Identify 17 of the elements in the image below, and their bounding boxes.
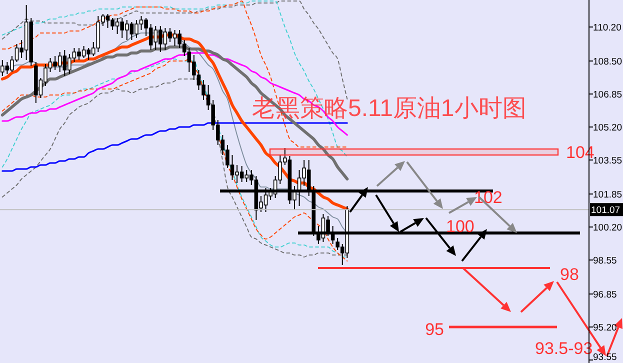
y-tick-label: 103.55 [593,156,622,166]
y-tick-label: 100.20 [593,222,622,234]
y-tick-label: 105.20 [593,122,622,134]
y-tick-label: 106.85 [593,90,622,100]
y-tick-label: 101.85 [593,190,622,200]
y-tick-label: 98.55 [593,256,617,266]
y-tick-label: 108.50 [593,56,622,68]
ref-line-label: 101.07 [591,205,620,216]
y-tick-label: 96.85 [593,290,617,300]
y-tick-label: 93.55 [593,352,617,363]
line-series [2,52,348,136]
ref-line-label: 102 [474,188,502,207]
y-tick-label: 95.20 [593,322,617,334]
y-tick-label: 110.20 [593,22,622,34]
ref-line-label: 95 [425,320,444,339]
ref-line-label: 100 [446,217,474,236]
ref-line-label: 98 [560,265,579,284]
